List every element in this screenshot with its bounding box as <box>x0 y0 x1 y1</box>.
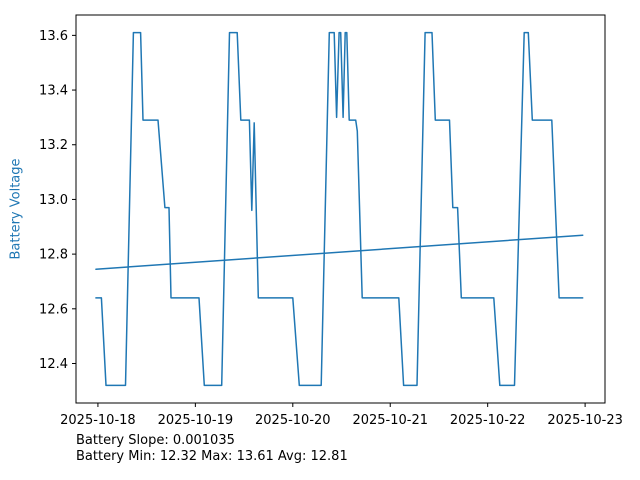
x-tick-label: 2025-10-19 <box>158 413 234 428</box>
trend-line <box>95 234 584 270</box>
x-tick-label: 2025-10-20 <box>255 413 331 428</box>
y-tick-label: 13.2 <box>39 138 68 153</box>
y-axis-label: Battery Voltage <box>8 158 24 260</box>
x-tick-label: 2025-10-18 <box>60 413 136 428</box>
annotation-battery-minmax: Battery Min: 12.32 Max: 13.61 Avg: 12.81 <box>76 448 348 464</box>
annotation-battery-slope: Battery Slope: 0.001035 <box>76 433 235 448</box>
x-tick-label: 2025-10-23 <box>547 413 623 428</box>
y-tick-label: 12.8 <box>39 248 68 263</box>
y-tick-label: 13.6 <box>39 29 68 44</box>
chart-annotations: Battery Slope: 0.001035 Battery Min: 12.… <box>76 433 348 464</box>
axes-frame <box>75 14 606 404</box>
x-tick-label: 2025-10-22 <box>450 413 526 428</box>
y-tick-label: 12.6 <box>39 302 68 317</box>
y-tick-label: 13.4 <box>39 84 68 99</box>
y-tick-label: 12.4 <box>39 357 68 372</box>
x-tick-label: 2025-10-21 <box>352 413 428 428</box>
battery-voltage <box>95 31 584 387</box>
y-tick-label: 13.0 <box>39 193 68 208</box>
